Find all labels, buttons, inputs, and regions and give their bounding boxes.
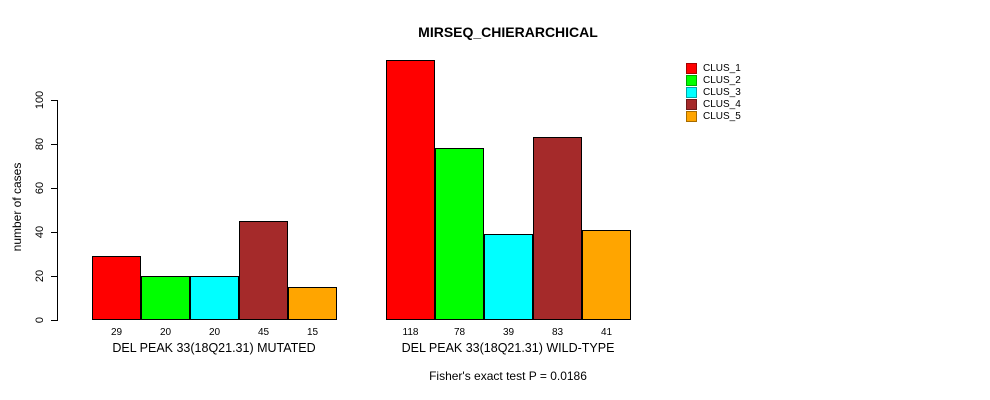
legend-item-clus_2: CLUS_2 — [686, 74, 741, 86]
legend-label: CLUS_4 — [703, 98, 741, 110]
bar-clus_5-group2 — [582, 229, 631, 320]
bar-clus_4-group2 — [533, 137, 582, 320]
y-tick — [51, 231, 58, 233]
legend: CLUS_1 CLUS_2 CLUS_3 CLUS_4 CLUS_5 — [686, 62, 741, 122]
legend-item-clus_1: CLUS_1 — [686, 62, 741, 74]
bar-value-label: 20 — [208, 327, 221, 338]
bar-value-label: 83 — [551, 327, 564, 338]
legend-item-clus_3: CLUS_3 — [686, 86, 741, 98]
y-axis-label: number of cases — [10, 162, 24, 252]
legend-label: CLUS_5 — [703, 110, 741, 122]
legend-label: CLUS_2 — [703, 74, 741, 86]
bar-clus_1-group2 — [386, 60, 435, 320]
bar-value-label: 29 — [110, 327, 123, 338]
bar-value-label: 45 — [257, 327, 270, 338]
y-tick — [51, 275, 58, 277]
bar-value-label: 15 — [306, 327, 319, 338]
legend-swatch-icon — [686, 74, 697, 86]
fisher-test-footnote: Fisher's exact test P = 0.0186 — [429, 369, 587, 383]
bar-clus_2-group2 — [435, 148, 484, 320]
y-tick — [51, 99, 58, 101]
bar-value-label: 41 — [600, 327, 613, 338]
legend-swatch-icon — [686, 110, 697, 122]
legend-swatch-icon — [686, 62, 697, 74]
y-tick-label: 80 — [34, 137, 46, 151]
bar-clus_3-group1 — [190, 276, 239, 320]
bar-value-label: 20 — [159, 327, 172, 338]
legend-item-clus_5: CLUS_5 — [686, 110, 741, 122]
y-tick-label: 60 — [34, 181, 46, 195]
legend-label: CLUS_1 — [703, 62, 741, 74]
bar-clus_1-group1 — [92, 256, 141, 320]
y-tick-label: 0 — [34, 316, 46, 324]
y-tick — [51, 319, 58, 321]
y-axis-line — [57, 100, 58, 321]
bar-value-label: 78 — [453, 327, 466, 338]
legend-label: CLUS_3 — [703, 86, 741, 98]
bar-value-label: 118 — [402, 327, 419, 338]
bar-clus_4-group1 — [239, 221, 288, 320]
bar-clus_3-group2 — [484, 234, 533, 320]
legend-swatch-icon — [686, 86, 697, 98]
bar-value-label: 39 — [502, 327, 515, 338]
chart-title: MIRSEQ_CHIERARCHICAL — [418, 24, 598, 40]
group-label-mutated: DEL PEAK 33(18Q21.31) MUTATED — [112, 341, 316, 355]
group-label-wild-type: DEL PEAK 33(18Q21.31) WILD-TYPE — [401, 341, 615, 355]
legend-item-clus_4: CLUS_4 — [686, 98, 741, 110]
y-tick-label: 20 — [34, 269, 46, 283]
y-tick-label: 100 — [34, 90, 46, 110]
legend-swatch-icon — [686, 98, 697, 110]
y-tick — [51, 143, 58, 145]
y-tick-label: 40 — [34, 225, 46, 239]
bar-clus_2-group1 — [141, 276, 190, 320]
bar-clus_5-group1 — [288, 287, 337, 320]
y-tick — [51, 187, 58, 189]
